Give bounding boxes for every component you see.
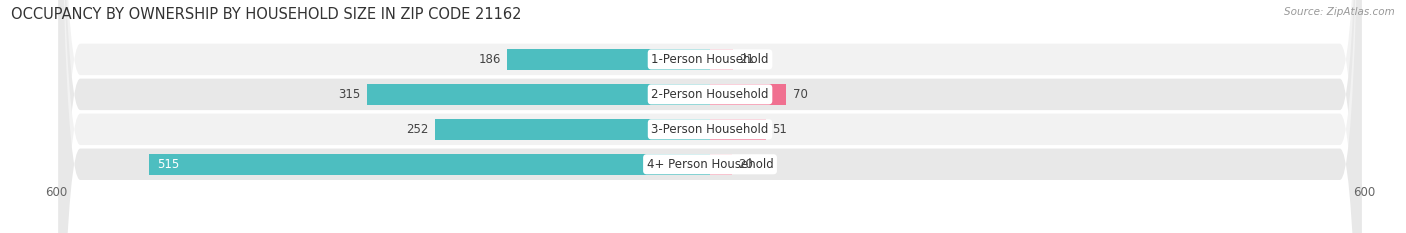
Bar bbox=[710, 119, 766, 140]
Text: 186: 186 bbox=[478, 53, 501, 66]
FancyBboxPatch shape bbox=[59, 0, 1361, 233]
Text: 21: 21 bbox=[740, 53, 755, 66]
Bar bbox=[508, 49, 710, 70]
Text: 1-Person Household: 1-Person Household bbox=[651, 53, 769, 66]
Bar bbox=[367, 84, 710, 105]
FancyBboxPatch shape bbox=[59, 0, 1361, 233]
Text: 2-Person Household: 2-Person Household bbox=[651, 88, 769, 101]
Bar bbox=[710, 154, 731, 175]
FancyBboxPatch shape bbox=[59, 0, 1361, 233]
Text: 4+ Person Household: 4+ Person Household bbox=[647, 158, 773, 171]
Bar bbox=[149, 154, 710, 175]
Text: 3-Person Household: 3-Person Household bbox=[651, 123, 769, 136]
Text: 70: 70 bbox=[793, 88, 807, 101]
FancyBboxPatch shape bbox=[59, 0, 1361, 233]
Text: 515: 515 bbox=[157, 158, 180, 171]
Bar bbox=[710, 84, 786, 105]
Text: 51: 51 bbox=[772, 123, 787, 136]
Text: 20: 20 bbox=[738, 158, 754, 171]
Text: 252: 252 bbox=[406, 123, 429, 136]
Text: 315: 315 bbox=[337, 88, 360, 101]
Text: OCCUPANCY BY OWNERSHIP BY HOUSEHOLD SIZE IN ZIP CODE 21162: OCCUPANCY BY OWNERSHIP BY HOUSEHOLD SIZE… bbox=[11, 7, 522, 22]
Bar bbox=[710, 49, 733, 70]
Bar bbox=[436, 119, 710, 140]
Text: Source: ZipAtlas.com: Source: ZipAtlas.com bbox=[1284, 7, 1395, 17]
